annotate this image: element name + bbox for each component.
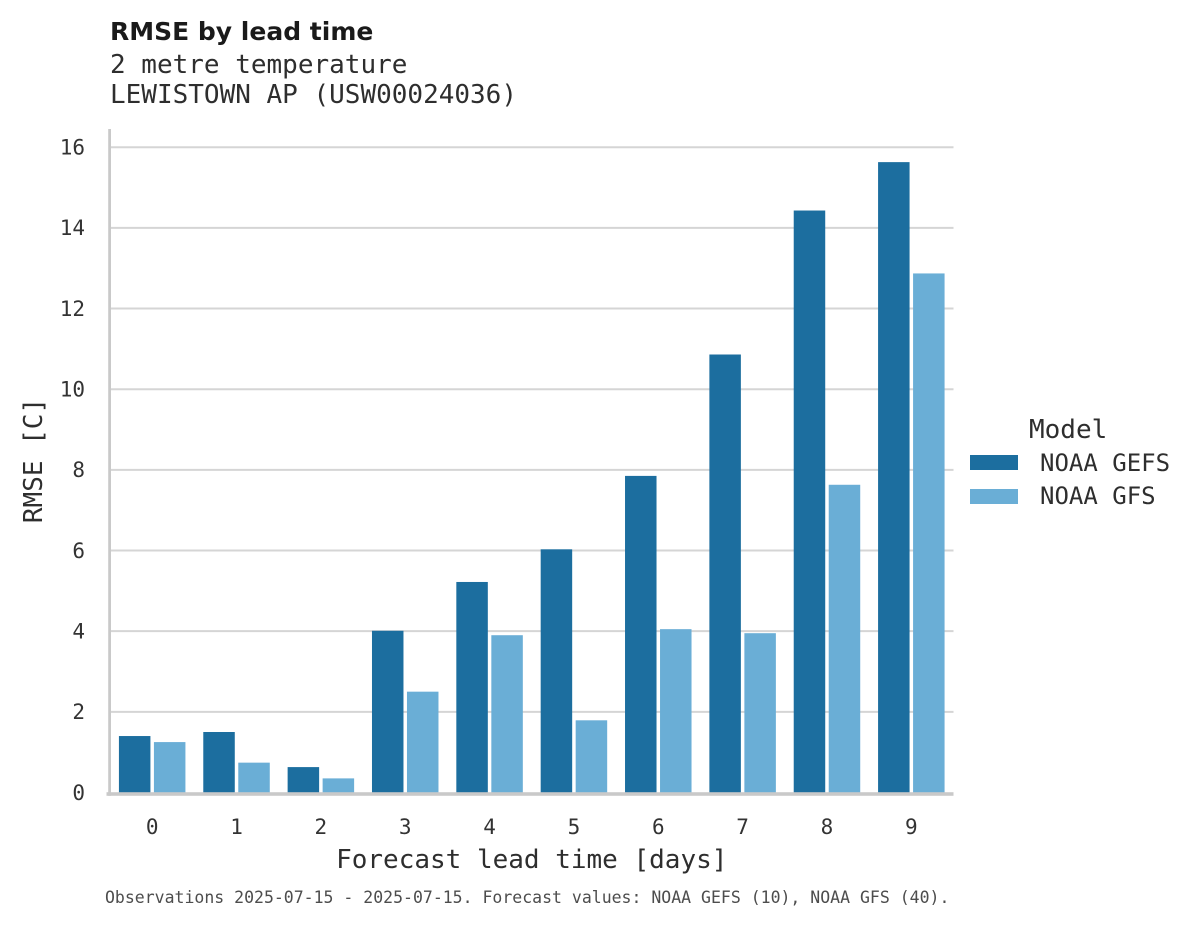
bar-noaa-gefs-lead-1: [203, 732, 235, 793]
bar-noaa-gefs-lead-4: [456, 581, 488, 793]
legend-swatch-noaa-gfs: [970, 488, 1018, 504]
legend-entry-noaa-gfs: NOAA GFS: [967, 479, 1170, 512]
bar-noaa-gefs-lead-7: [709, 354, 741, 793]
y-tick-label-10: 10: [60, 378, 85, 402]
bar-noaa-gfs-lead-5: [575, 720, 608, 793]
x-tick-label-5: 5: [568, 815, 581, 839]
bar-noaa-gefs-lead-3: [371, 630, 404, 793]
y-tick-label-16: 16: [60, 136, 85, 160]
legend-entries: NOAA GEFS NOAA GFS: [967, 446, 1170, 513]
bar-noaa-gefs-lead-9: [878, 162, 910, 793]
x-tick-label-7: 7: [736, 815, 749, 839]
bar-noaa-gfs-lead-2: [322, 778, 355, 793]
chart-subtitle-station: LEWISTOWN AP (USW00024036): [110, 80, 517, 110]
legend-label-noaa-gefs: NOAA GEFS: [1040, 448, 1171, 477]
caption: Observations 2025-07-15 - 2025-07-15. Fo…: [105, 888, 950, 907]
y-tick-label-4: 4: [72, 620, 85, 644]
bar-noaa-gfs-lead-7: [744, 633, 776, 793]
y-axis-title: RMSE [C]: [19, 398, 49, 523]
bar-noaa-gfs-lead-0: [153, 742, 186, 793]
bar-noaa-gfs-lead-6: [660, 629, 692, 793]
x-tick-label-0: 0: [146, 815, 159, 839]
legend-swatch-noaa-gefs: [970, 455, 1018, 471]
bar-noaa-gefs-lead-5: [540, 549, 573, 793]
chart-title: RMSE by lead time: [110, 17, 374, 46]
y-axis-line: [108, 129, 111, 796]
x-axis-title: Forecast lead time [days]: [336, 845, 727, 875]
bar-noaa-gefs-lead-6: [625, 475, 657, 793]
x-tick-label-4: 4: [483, 815, 496, 839]
x-tick-label-9: 9: [905, 815, 918, 839]
x-tick-label-8: 8: [821, 815, 834, 839]
bar-noaa-gefs-lead-8: [793, 210, 826, 793]
y-tick-label-8: 8: [72, 458, 85, 482]
legend-title: Model: [1029, 415, 1108, 445]
legend-label-noaa-gfs: NOAA GFS: [1040, 482, 1156, 511]
x-tick-label-3: 3: [399, 815, 412, 839]
legend: Model NOAA GEFS NOAA GFS: [967, 414, 1170, 513]
bar-noaa-gfs-lead-8: [828, 484, 861, 793]
x-axis-line: [106, 792, 954, 796]
y-tick-label-2: 2: [72, 700, 85, 724]
x-tick-label-1: 1: [230, 815, 243, 839]
legend-entry-noaa-gefs: NOAA GEFS: [967, 446, 1170, 479]
bar-noaa-gfs-lead-1: [238, 762, 270, 793]
bar-noaa-gfs-lead-4: [491, 635, 523, 793]
y-tick-label-14: 14: [60, 216, 85, 240]
bar-noaa-gfs-lead-3: [406, 691, 439, 793]
chart-subtitle-variable: 2 metre temperature: [110, 50, 408, 80]
x-tick-label-2: 2: [315, 815, 328, 839]
bar-noaa-gefs-lead-0: [118, 736, 151, 793]
bar-noaa-gfs-lead-9: [913, 273, 945, 793]
x-tick-label-6: 6: [652, 815, 665, 839]
y-tick-label-6: 6: [72, 539, 85, 563]
bar-noaa-gefs-lead-2: [287, 767, 320, 793]
y-tick-label-12: 12: [60, 297, 85, 321]
y-tick-label-0: 0: [72, 781, 85, 805]
